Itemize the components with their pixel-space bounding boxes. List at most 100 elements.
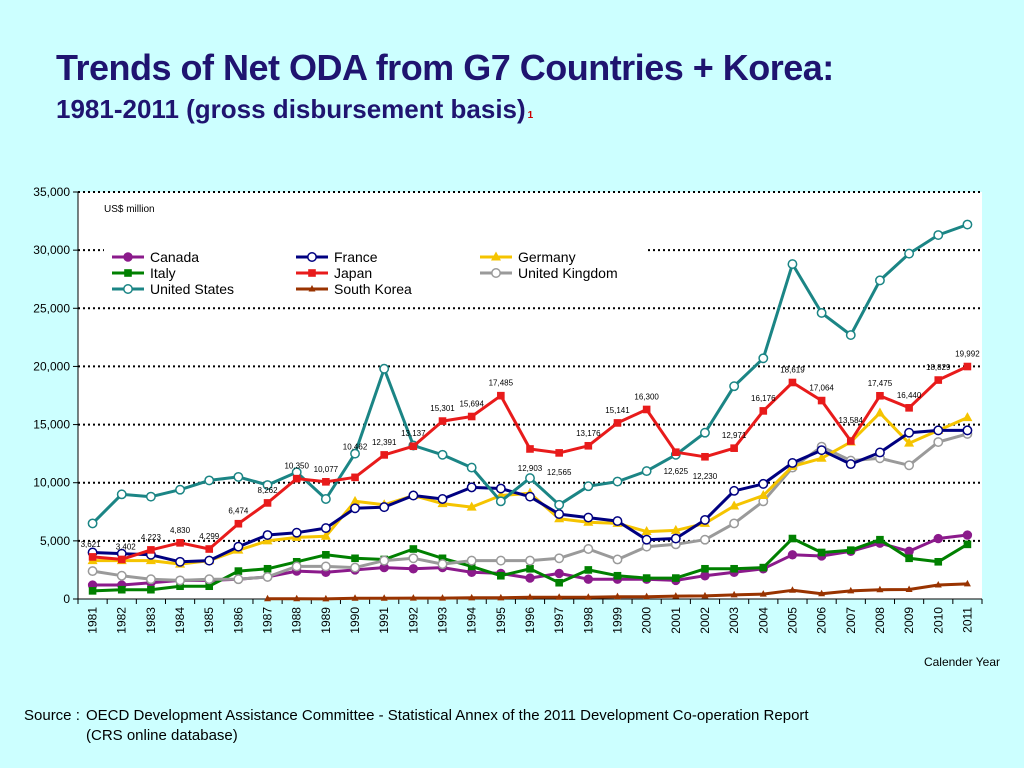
data-point: [234, 519, 243, 528]
data-point: [145, 574, 156, 585]
data-label: 16,300: [634, 392, 659, 401]
data-point: [491, 268, 501, 278]
x-tick-label: 2005: [785, 607, 799, 634]
data-point: [116, 570, 127, 581]
data-point: [87, 518, 98, 529]
data-point: [145, 491, 156, 502]
data-point: [933, 425, 944, 436]
data-point: [876, 391, 884, 400]
data-point: [874, 447, 885, 458]
footnote-mark: 1: [527, 110, 534, 121]
data-label: 17,485: [489, 379, 514, 388]
data-point: [438, 554, 447, 563]
data-point: [729, 518, 740, 529]
data-point: [262, 480, 273, 490]
x-tick-label: 2007: [844, 607, 858, 634]
data-point: [495, 496, 506, 507]
data-point: [555, 578, 563, 587]
data-point: [466, 501, 477, 511]
data-point: [526, 445, 534, 453]
data-point: [584, 441, 593, 450]
data-point: [905, 585, 913, 592]
data-point: [963, 362, 972, 371]
data-point: [497, 571, 505, 580]
data-point: [962, 530, 973, 540]
data-point: [351, 554, 359, 563]
data-point: [466, 482, 477, 493]
y-tick-label: 0: [63, 592, 70, 606]
data-point: [439, 594, 447, 601]
data-point: [584, 593, 592, 600]
data-point: [204, 555, 215, 566]
data-point: [962, 412, 973, 422]
data-point: [876, 535, 884, 544]
data-point: [116, 489, 127, 500]
data-label: 16,440: [897, 391, 922, 400]
data-point: [905, 554, 913, 563]
y-tick-label: 5,000: [40, 534, 70, 548]
data-point: [409, 442, 418, 451]
data-point: [175, 575, 186, 586]
data-point: [175, 556, 186, 567]
data-point: [438, 417, 447, 425]
data-point: [379, 363, 390, 374]
data-point: [147, 585, 155, 594]
data-point: [700, 534, 710, 545]
data-point: [817, 548, 826, 557]
data-label: 16,176: [751, 394, 776, 403]
data-point: [497, 391, 505, 400]
data-point: [205, 582, 214, 591]
data-point: [641, 526, 652, 536]
x-tick-label: 2009: [902, 607, 916, 634]
data-point: [584, 566, 593, 574]
legend-label: Italy: [150, 265, 176, 281]
legend-label: Japan: [334, 265, 372, 281]
data-point: [320, 523, 331, 534]
data-point: [612, 476, 623, 487]
legend: Canada France Germany Italy Japan United King…: [104, 246, 648, 298]
y-tick-label: 15,000: [33, 418, 70, 432]
data-label: 19,992: [955, 350, 980, 359]
source-line-2: (CRS online database): [86, 727, 238, 744]
data-point: [613, 419, 622, 427]
data-point: [554, 499, 565, 510]
data-point: [308, 285, 316, 292]
legend-label: South Korea: [334, 281, 412, 297]
data-point: [466, 462, 477, 473]
data-point: [846, 546, 855, 554]
data-point: [641, 466, 652, 477]
series-south-korea: [264, 579, 971, 602]
title-line-2-text: 1981-2011 (gross disbursement basis): [56, 94, 526, 124]
data-point: [124, 269, 132, 277]
data-point: [495, 555, 506, 566]
data-label: 3,402: [116, 542, 137, 551]
data-label: 4,299: [199, 532, 220, 541]
data-label: 13,584: [839, 416, 864, 425]
data-point: [845, 330, 856, 340]
data-point: [526, 564, 534, 573]
data-point: [904, 437, 915, 447]
x-tick-label: 2006: [815, 607, 829, 634]
data-label: 12,903: [518, 464, 543, 473]
data-point: [641, 534, 652, 545]
data-point: [320, 494, 331, 504]
data-point: [583, 512, 594, 523]
data-label: 10,462: [343, 442, 368, 451]
data-label: 15,694: [459, 400, 484, 409]
data-point: [350, 448, 360, 459]
legend-item-japan: Japan: [296, 265, 372, 281]
data-point: [525, 555, 535, 566]
data-point: [933, 437, 944, 447]
data-point: [525, 573, 535, 583]
data-point: [730, 590, 738, 598]
data-point: [293, 594, 301, 602]
data-label: 4,830: [170, 526, 191, 535]
x-tick-label: 1989: [319, 607, 333, 634]
data-point: [963, 540, 972, 549]
data-point: [788, 378, 797, 387]
data-point: [292, 474, 301, 483]
data-point: [962, 219, 973, 230]
data-point: [759, 407, 768, 415]
x-tick-label: 1994: [465, 607, 479, 634]
line-chart: 0 5,000 10,000 15,000 20,000 25,000 30,000 35,0…: [33, 185, 1000, 669]
